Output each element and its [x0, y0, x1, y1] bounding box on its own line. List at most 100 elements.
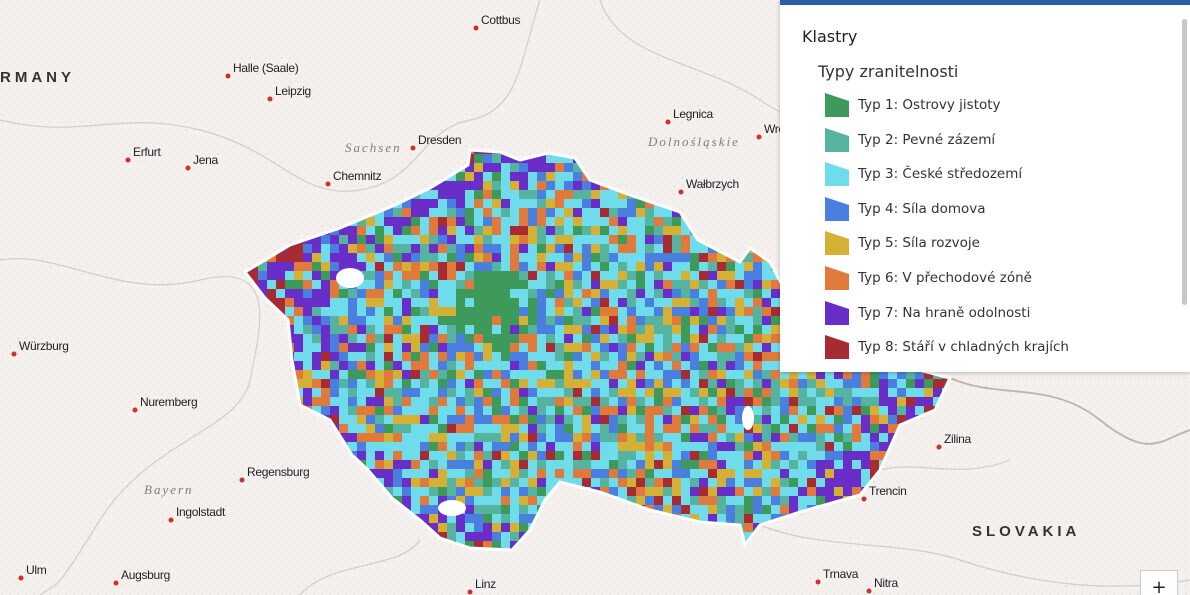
region-cell	[681, 289, 691, 299]
region-cell	[501, 334, 511, 344]
region-cell	[501, 298, 511, 308]
region-cell	[771, 352, 781, 362]
region-cell	[492, 343, 502, 353]
region-cell	[672, 397, 682, 407]
region-cell	[681, 235, 691, 245]
region-cell	[411, 271, 421, 281]
region-cell	[591, 424, 601, 434]
region-cell	[312, 298, 322, 308]
region-cell	[564, 307, 574, 317]
region-cell	[870, 442, 880, 452]
region-cell	[375, 289, 385, 299]
region-cell	[699, 361, 709, 371]
region-cell	[753, 316, 763, 326]
region-cell	[528, 379, 538, 389]
region-cell	[411, 226, 421, 236]
region-cell	[672, 298, 682, 308]
region-cell	[330, 244, 340, 254]
region-cell	[600, 460, 610, 470]
region-cell	[366, 406, 376, 416]
region-cell	[834, 388, 844, 398]
region-cell	[564, 226, 574, 236]
region-cell	[402, 442, 412, 452]
region-cell	[537, 361, 547, 371]
city-dot	[665, 119, 671, 125]
region-cell	[474, 361, 484, 371]
region-cell	[699, 379, 709, 389]
region-cell	[438, 442, 448, 452]
zoom-in-button[interactable]: +	[1140, 570, 1178, 595]
region-cell	[726, 361, 736, 371]
region-cell	[582, 226, 592, 236]
region-cell	[879, 451, 889, 461]
region-cell	[789, 505, 799, 515]
region-cell	[510, 208, 520, 218]
region-cell	[717, 514, 727, 524]
region-cell	[600, 325, 610, 335]
region-cell	[438, 370, 448, 380]
region-cell	[609, 469, 619, 479]
region-cell	[528, 433, 538, 443]
region-cell	[627, 424, 637, 434]
region-cell	[564, 325, 574, 335]
region-cell	[573, 361, 583, 371]
region-cell	[627, 379, 637, 389]
city-dot	[866, 588, 872, 594]
region-cell	[816, 370, 826, 380]
region-cell	[393, 208, 403, 218]
region-cell	[510, 532, 520, 542]
region-cell	[483, 343, 493, 353]
region-cell	[762, 361, 772, 371]
region-cell	[348, 406, 358, 416]
region-cell	[474, 217, 484, 227]
region-cell	[924, 370, 934, 380]
region-cell	[429, 505, 439, 515]
region-cell	[762, 370, 772, 380]
region-cell	[357, 244, 367, 254]
region-cell	[384, 352, 394, 362]
region-cell	[726, 334, 736, 344]
region-cell	[852, 379, 862, 389]
region-cell	[366, 334, 376, 344]
region-cell	[492, 244, 502, 254]
region-cell	[564, 379, 574, 389]
region-cell	[861, 460, 871, 470]
city-label: Augsburg	[121, 568, 170, 582]
region-cell	[375, 469, 385, 479]
region-cell	[537, 424, 547, 434]
region-cell	[474, 442, 484, 452]
region-cell	[744, 514, 754, 524]
scrollbar[interactable]	[1182, 19, 1187, 305]
region-cell	[465, 514, 475, 524]
region-cell	[501, 307, 511, 317]
region-cell	[537, 181, 547, 191]
region-cell	[708, 280, 718, 290]
region-cell	[474, 298, 484, 308]
region-cell	[699, 514, 709, 524]
region-cell	[618, 325, 628, 335]
region-cell	[816, 379, 826, 389]
region-cell	[555, 217, 565, 227]
region-cell	[276, 253, 286, 263]
region-cell	[384, 217, 394, 227]
region-cell	[528, 235, 538, 245]
region-cell	[915, 397, 925, 407]
region-cell	[888, 370, 898, 380]
region-cell	[582, 442, 592, 452]
region-cell	[663, 370, 673, 380]
region-cell	[879, 397, 889, 407]
region-cell	[699, 406, 709, 416]
region-cell	[375, 460, 385, 470]
region-cell	[483, 289, 493, 299]
no-data-area	[438, 500, 466, 516]
region-cell	[492, 424, 502, 434]
city-label: Leipzig	[275, 84, 311, 98]
region-cell	[483, 514, 493, 524]
region-cell	[276, 289, 286, 299]
region-cell	[618, 208, 628, 218]
region-cell	[411, 307, 421, 317]
region-cell	[636, 469, 646, 479]
region-cell	[366, 244, 376, 254]
region-cell	[627, 487, 637, 497]
region-cell	[510, 244, 520, 254]
